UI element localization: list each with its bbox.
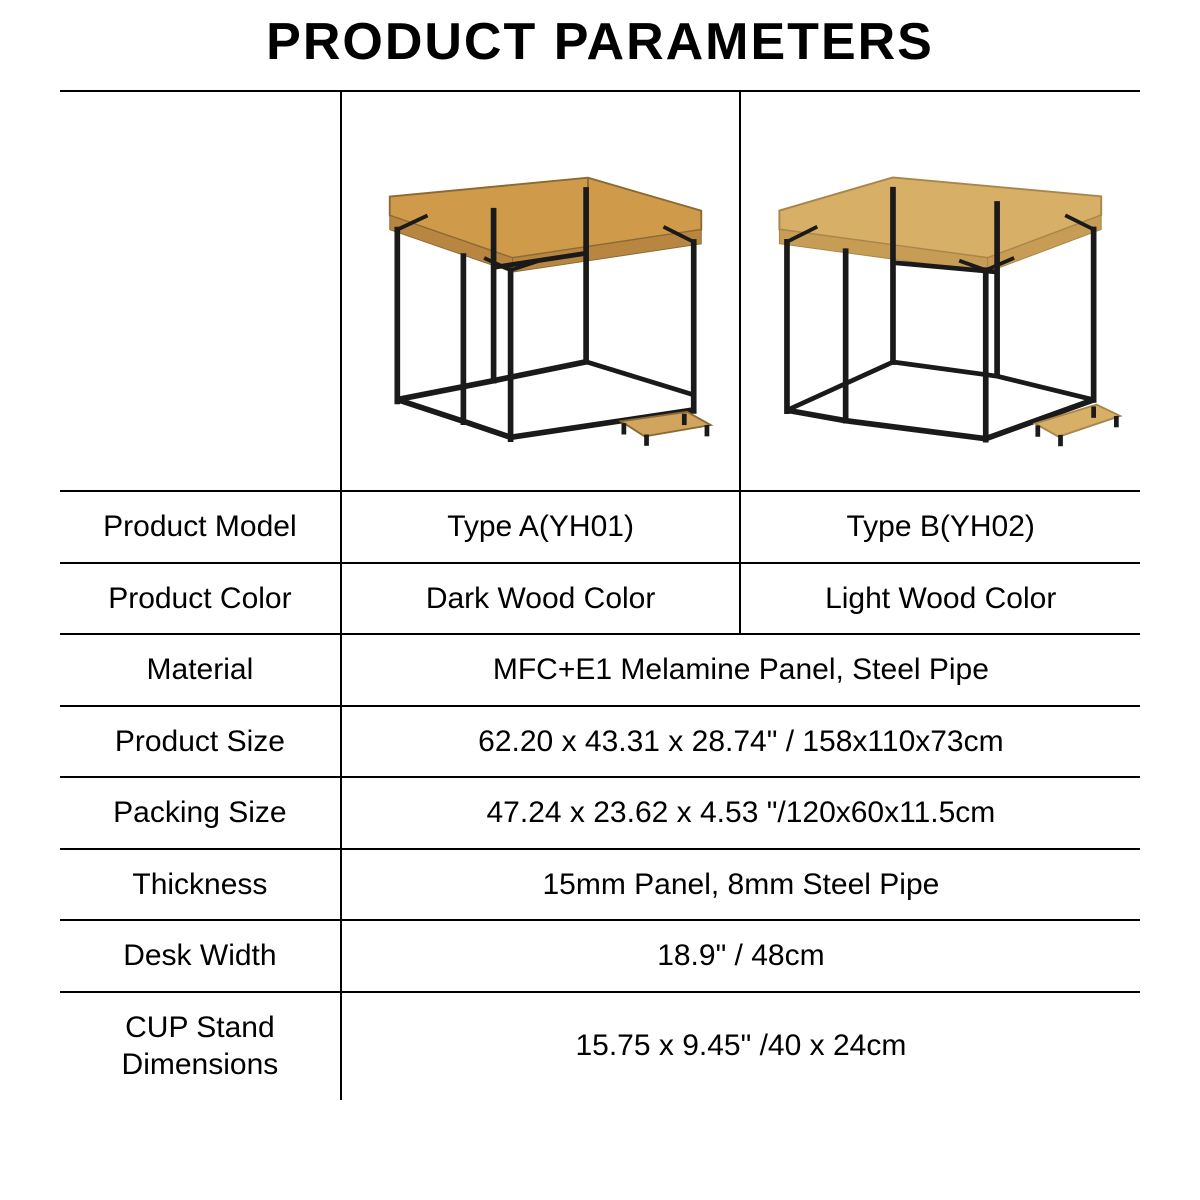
row-value-b: Type B(YH02) [740, 491, 1140, 563]
row-value-span: 18.9" / 48cm [341, 920, 1140, 992]
table-row: Packing Size 47.24 x 23.62 x 4.53 "/120x… [60, 777, 1140, 849]
desk-a-icon [352, 111, 730, 471]
row-value-span: 15.75 x 9.45" /40 x 24cm [341, 992, 1140, 1100]
row-label: Packing Size [60, 777, 341, 849]
row-value-a: Dark Wood Color [341, 563, 741, 635]
row-label: Product Model [60, 491, 341, 563]
parameters-table: Product Model Type A(YH01) Type B(YH02) … [60, 90, 1140, 1100]
row-label: Thickness [60, 849, 341, 921]
row-label: Product Color [60, 563, 341, 635]
row-label: Product Size [60, 706, 341, 778]
row-label: Desk Width [60, 920, 341, 992]
row-value-span: MFC+E1 Melamine Panel, Steel Pipe [341, 634, 1140, 706]
row-value-span: 15mm Panel, 8mm Steel Pipe [341, 849, 1140, 921]
row-value-b: Light Wood Color [740, 563, 1140, 635]
page-title: PRODUCT PARAMETERS [60, 4, 1140, 90]
product-image-b [740, 91, 1140, 491]
table-row: Product Model Type A(YH01) Type B(YH02) [60, 491, 1140, 563]
row-label: Material [60, 634, 341, 706]
table-row: Product Size 62.20 x 43.31 x 28.74" / 15… [60, 706, 1140, 778]
desk-b-icon [751, 111, 1130, 471]
row-label: CUP Stand Dimensions [60, 992, 341, 1100]
table-row: Thickness 15mm Panel, 8mm Steel Pipe [60, 849, 1140, 921]
table-row: Material MFC+E1 Melamine Panel, Steel Pi… [60, 634, 1140, 706]
row-value-span: 47.24 x 23.62 x 4.53 "/120x60x11.5cm [341, 777, 1140, 849]
table-row: Product Color Dark Wood Color Light Wood… [60, 563, 1140, 635]
product-image-a [341, 91, 741, 491]
image-row-label [60, 91, 341, 491]
table-row: Desk Width 18.9" / 48cm [60, 920, 1140, 992]
table-row: CUP Stand Dimensions 15.75 x 9.45" /40 x… [60, 992, 1140, 1100]
row-value-span: 62.20 x 43.31 x 28.74" / 158x110x73cm [341, 706, 1140, 778]
image-row [60, 91, 1140, 491]
row-value-a: Type A(YH01) [341, 491, 741, 563]
